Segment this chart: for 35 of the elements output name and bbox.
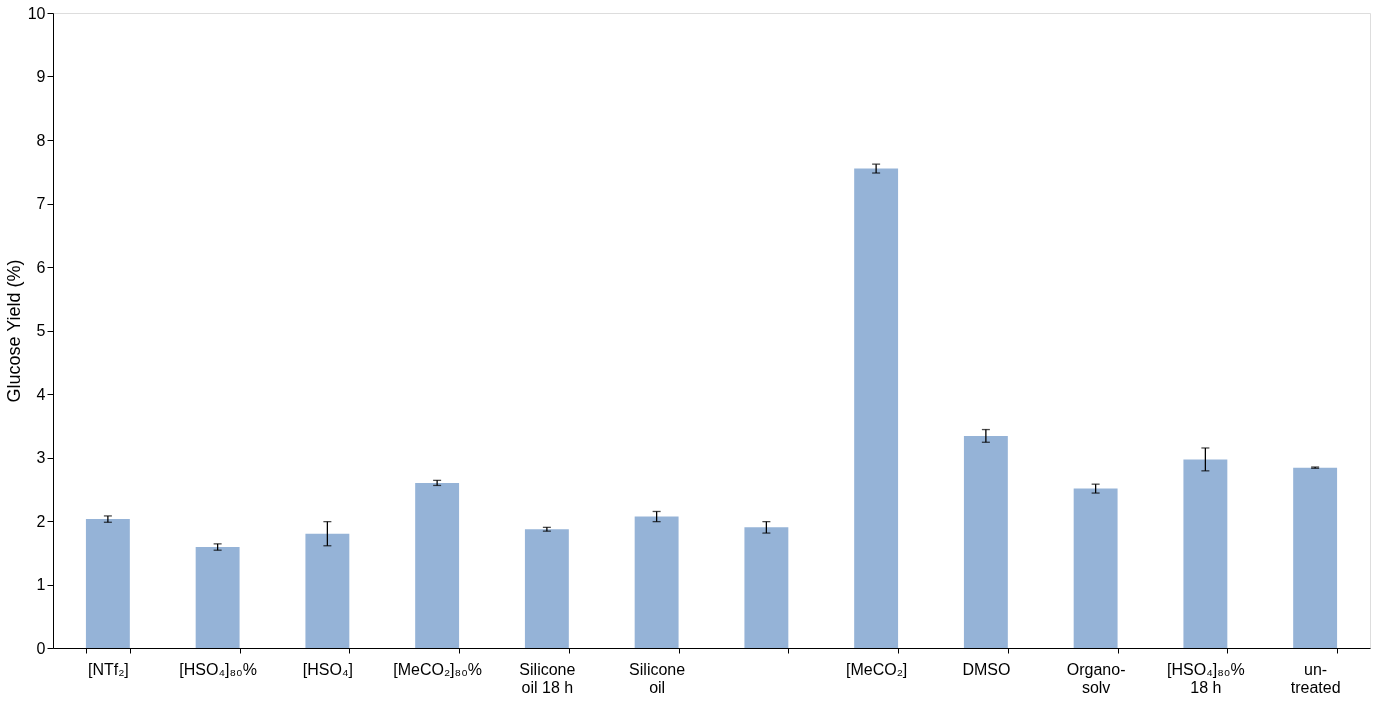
x-tick-label: [MeCO₂]₈₀%	[393, 660, 483, 678]
y-tick-label: 2	[36, 512, 46, 530]
bar	[195, 547, 240, 648]
bar	[634, 516, 679, 648]
y-tick-label: 4	[36, 385, 46, 403]
y-tick-label: 6	[36, 258, 46, 276]
x-tick-label: [NTf₂]	[87, 660, 129, 678]
bar	[415, 482, 460, 648]
y-tick-label: 9	[36, 68, 46, 85]
y-tick-label: 10	[27, 4, 46, 22]
x-tick-label: [HSO₄]₈₀% 18 h	[1167, 660, 1245, 696]
x-tick-label: Silicone oil 18 h	[519, 660, 576, 696]
x-tick-label: un-treated	[1290, 660, 1341, 696]
bar	[524, 529, 569, 648]
x-tick-label: DMSO	[962, 660, 1011, 678]
y-tick-label: 8	[36, 131, 46, 149]
bar	[1183, 459, 1228, 648]
bar	[1293, 467, 1338, 648]
bar	[744, 527, 789, 648]
bar	[1073, 488, 1118, 648]
y-tick-label: 3	[36, 449, 46, 466]
bar	[963, 435, 1008, 648]
y-tick-label: 7	[36, 195, 46, 212]
x-tick-label: [HSO₄]	[302, 660, 353, 678]
x-tick-label: [HSO₄]₈₀%	[179, 660, 257, 678]
bar	[854, 168, 899, 648]
bar	[85, 519, 130, 648]
y-tick-label: 0	[36, 639, 46, 657]
x-tick-label: [MeCO₂]	[845, 660, 908, 678]
y-tick-label: 1	[36, 576, 46, 593]
y-tick-label: 5	[36, 322, 46, 339]
x-tick-label: Organo-solv	[1066, 660, 1126, 696]
y-axis-title: Glucose Yield (%)	[3, 259, 24, 403]
bar	[305, 533, 350, 648]
x-tick-label: Silicone oil	[629, 660, 686, 696]
